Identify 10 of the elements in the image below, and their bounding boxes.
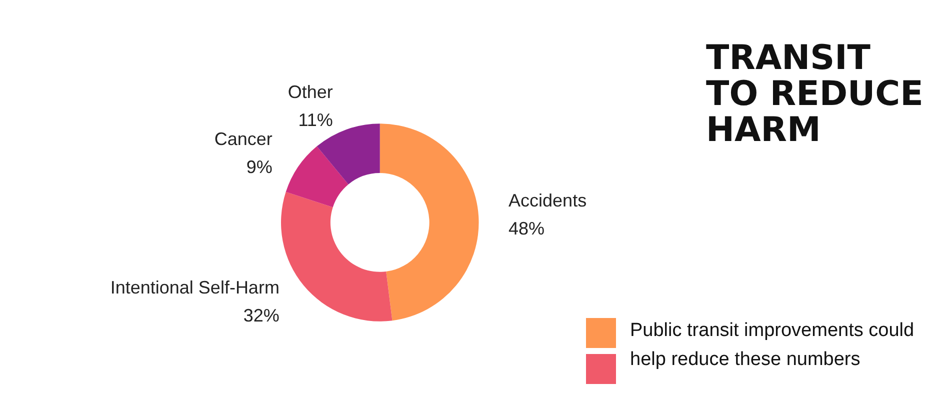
slice-label: Accidents xyxy=(508,190,587,211)
slice-label: Cancer xyxy=(214,128,272,149)
text: Public transit improvements could help reduce these numbers xyxy=(630,319,916,372)
text: TRANSIT TO REDUCE HARM xyxy=(706,38,924,150)
data-label: 9% xyxy=(246,156,272,177)
slice-label: Other xyxy=(288,82,333,102)
data-label: 11% xyxy=(298,110,333,130)
slice-label: Intentional Self-Harm xyxy=(110,277,280,298)
data-label: 32% xyxy=(243,305,280,326)
data-label: 48% xyxy=(508,218,545,239)
